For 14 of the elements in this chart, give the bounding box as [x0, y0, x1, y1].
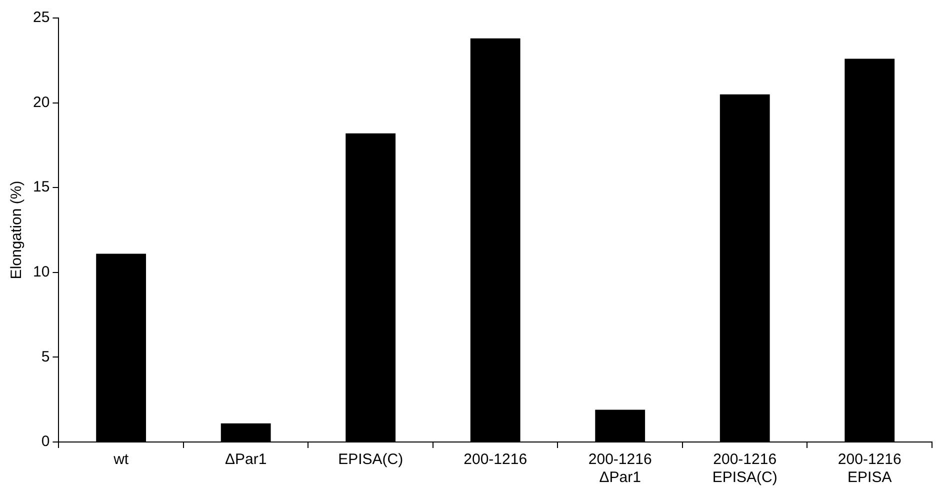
x-tick-label: 200-1216 ΔPar1: [588, 451, 652, 486]
y-tick-label: 25: [32, 9, 50, 26]
x-tick-label: 200-1216: [464, 451, 528, 468]
y-axis-title: Elongation (%): [8, 180, 26, 280]
x-tick-label: 200-1216 EPISA: [838, 451, 902, 486]
y-tick-label: 15: [32, 178, 50, 196]
x-tick-label: 200-1216 EPISA(C): [712, 451, 778, 486]
y-tick-label: 5: [41, 348, 50, 366]
x-tick-label: ΔPar1: [224, 451, 267, 468]
y-tick-label: 20: [32, 94, 50, 111]
y-tick-label: 10: [32, 264, 50, 281]
x-tick-label: wt: [112, 451, 130, 468]
x-tick-label: EPISA(C): [338, 451, 404, 468]
y-tick-label: 0: [41, 433, 50, 450]
